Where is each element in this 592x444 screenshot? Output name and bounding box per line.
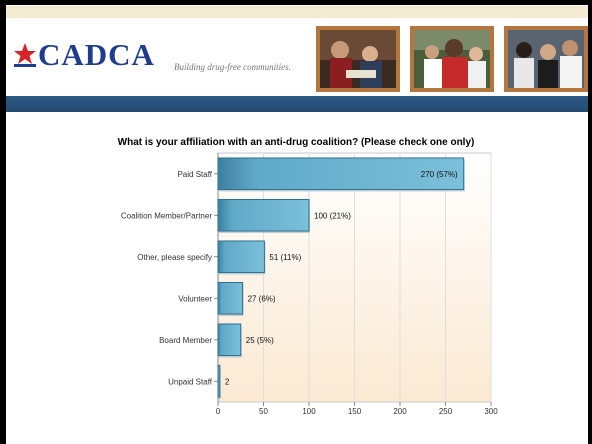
header-banner: CADCA Building drug-free communities. [6,18,588,96]
category-label: Unpaid Staff [168,377,213,386]
x-tick-label: 0 [216,407,221,416]
data-label: 100 (21%) [314,211,351,220]
photo-1 [316,26,400,92]
bar [217,364,221,398]
data-label: 27 (6%) [248,294,276,303]
left-edge [0,0,6,444]
header-blue-bar [6,96,588,112]
x-tick-label: 300 [484,407,498,416]
cadca-logo: CADCA [14,37,155,72]
x-tick-label: 250 [439,407,453,416]
x-tick-label: 50 [259,407,268,416]
bar [217,281,244,315]
bar [217,240,265,274]
category-label: Volunteer [178,294,212,303]
category-label: Other, please specify [137,253,212,262]
x-tick-label: 200 [393,407,407,416]
top-edge [0,0,592,5]
category-label: Coalition Member/Partner [121,211,212,220]
data-label: 25 (5%) [246,336,274,345]
x-tick-label: 100 [302,407,316,416]
category-label: Paid Staff [177,170,212,179]
category-label: Board Member [159,336,212,345]
photo-2 [410,26,494,92]
bar [217,323,242,357]
bar [217,198,310,232]
logo-text: CADCA [38,37,155,72]
right-edge [588,0,592,444]
tagline: Building drug-free communities. [174,62,291,72]
x-tick-label: 150 [348,407,362,416]
data-label: 270 (57%) [421,170,458,179]
chart-title: What is your affiliation with an anti-dr… [117,137,475,148]
top-band [6,6,588,18]
star-logo-icon [14,43,36,67]
bar [217,157,465,191]
data-label: 51 (11%) [269,253,301,262]
photo-3 [504,26,588,92]
data-label: 2 [225,377,230,386]
